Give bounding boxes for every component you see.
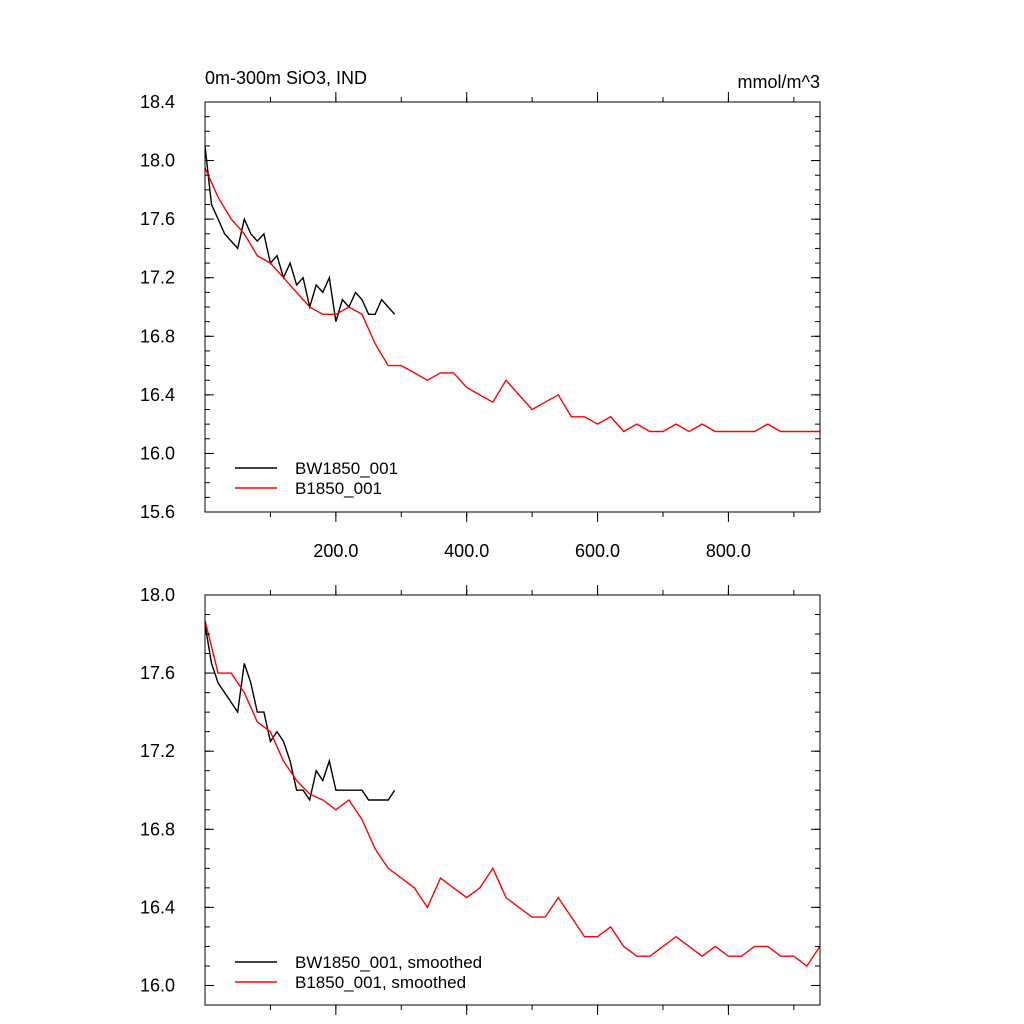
top-panel-units: mmol/m^3 xyxy=(738,72,820,92)
y-tick-label: 18.4 xyxy=(140,92,175,112)
series-line-2 xyxy=(205,167,820,433)
y-tick-label: 17.2 xyxy=(140,741,175,761)
y-tick-label: 16.4 xyxy=(140,385,175,405)
legend-label-1: BW1850_001, smoothed xyxy=(295,953,482,972)
y-tick-label: 18.0 xyxy=(140,151,175,171)
y-tick-label: 17.6 xyxy=(140,663,175,683)
plot-frame xyxy=(204,594,821,1006)
x-tick-label: 600.0 xyxy=(575,541,620,561)
y-tick-label: 16.0 xyxy=(140,975,175,995)
legend-label-1: BW1850_001 xyxy=(295,459,398,478)
x-tick-label: 400.0 xyxy=(444,541,489,561)
top-panel: 0m-300m SiO3, IND mmol/m^3 15.616.016.41… xyxy=(140,68,821,561)
bottom-panel: 16.0 16.4 16.8 17.2 17.6 18.0 BW1850_001, smoo… xyxy=(140,585,821,1015)
y-tick-label: 16.0 xyxy=(140,443,175,463)
series-line-2 xyxy=(205,620,820,968)
y-tick-label: 16.8 xyxy=(140,819,175,839)
legend-label-2: B1850_001 xyxy=(295,479,382,498)
x-tick-label: 200.0 xyxy=(313,541,358,561)
series-group xyxy=(205,620,820,968)
y-tick-label: 17.2 xyxy=(140,268,175,288)
y-tick-label: 15.6 xyxy=(140,502,175,522)
x-tick-label: 800.0 xyxy=(706,541,751,561)
series-line-1 xyxy=(205,624,396,802)
y-tick-label: 17.6 xyxy=(140,209,175,229)
y-tick-label: 16.8 xyxy=(140,326,175,346)
series-line-1 xyxy=(205,145,396,322)
y-tick-label: 16.4 xyxy=(140,897,175,917)
top-plot-area: 15.6 16.0 16.4 16.8 17.2 17.6 18.0 18.4 200.0 400… xyxy=(140,92,821,561)
series-group xyxy=(205,145,820,433)
bottom-plot-area: 16.0 16.4 16.8 17.2 17.6 18.0 BW1850_001, smoo… xyxy=(140,585,821,1015)
top-panel-title: 0m-300m SiO3, IND xyxy=(205,68,367,88)
legend-label-2: B1850_001, smoothed xyxy=(295,973,466,992)
plot-frame xyxy=(204,101,821,513)
y-tick-label: 18.0 xyxy=(140,585,175,605)
